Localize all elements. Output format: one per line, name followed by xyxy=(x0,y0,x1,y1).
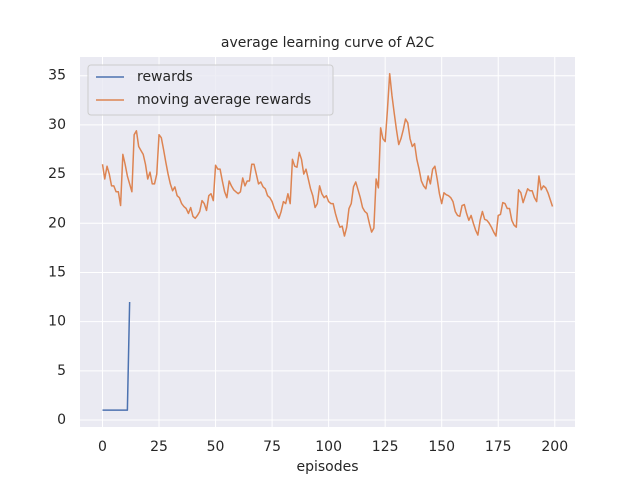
x-tick-label: 100 xyxy=(315,439,342,455)
y-tick-label: 10 xyxy=(48,314,66,330)
x-tick-label: 25 xyxy=(150,439,168,455)
series-line xyxy=(101,72,554,237)
chart-title: average learning curve of A2C xyxy=(221,35,434,51)
y-tick-label: 25 xyxy=(48,166,66,182)
x-tick-label: 75 xyxy=(263,439,281,455)
y-tick-label: 15 xyxy=(48,264,66,280)
grid xyxy=(80,57,575,427)
y-tick-label: 0 xyxy=(57,412,66,428)
y-tick-label: 30 xyxy=(48,117,66,133)
x-tick-label: 200 xyxy=(541,439,568,455)
y-tick-label: 20 xyxy=(48,215,66,231)
series-line xyxy=(102,301,131,411)
legend-label: moving average rewards xyxy=(137,92,311,108)
legend: rewards moving average rewards xyxy=(87,64,334,116)
x-tick-label: 175 xyxy=(485,439,512,455)
x-axis-label: episodes xyxy=(296,459,358,475)
y-tick-label: 5 xyxy=(57,363,66,379)
x-tick-label: 150 xyxy=(428,439,455,455)
legend-label: rewards xyxy=(137,69,193,85)
x-tick-label: 125 xyxy=(372,439,399,455)
x-tick-label: 50 xyxy=(207,439,225,455)
legend-box xyxy=(87,64,334,116)
plot-area xyxy=(80,57,575,427)
y-tick-label: 35 xyxy=(48,68,66,84)
x-tick-label: 0 xyxy=(98,439,107,455)
lines xyxy=(101,72,554,411)
